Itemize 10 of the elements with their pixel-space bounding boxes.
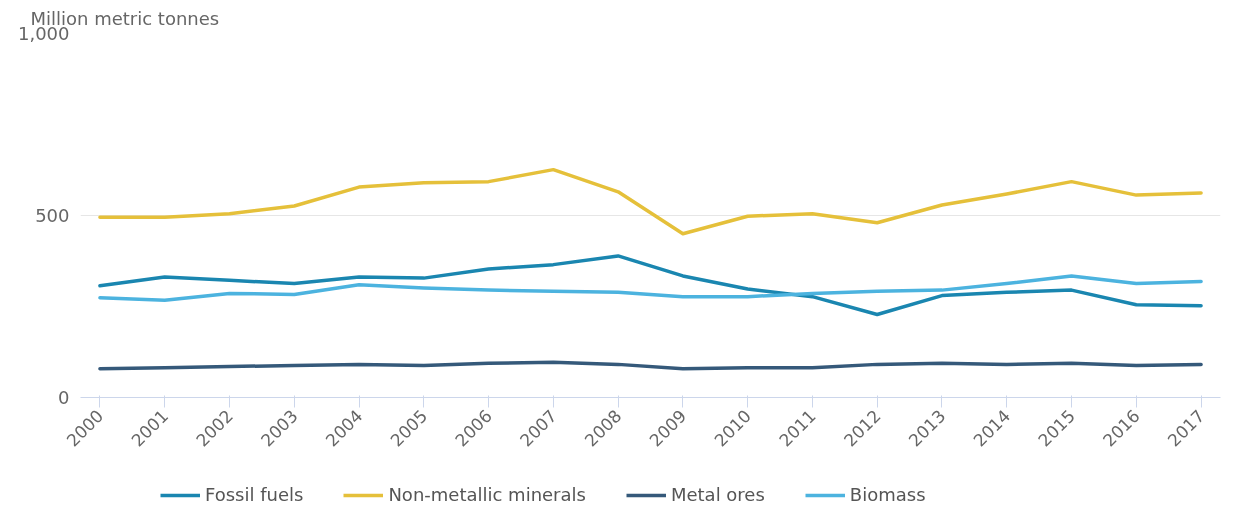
line-series: [98, 254, 1203, 317]
line-series: [98, 360, 1203, 371]
line-series: [98, 167, 1203, 236]
legend-label: Fossil fuels: [205, 484, 304, 505]
legend-label: Non-metallic minerals: [388, 484, 586, 505]
legend-label: Biomass: [849, 484, 926, 505]
line-series: [98, 274, 1203, 303]
y-tick-label: 500: [35, 205, 70, 226]
legend-label: Metal ores: [670, 484, 765, 505]
y-tick-label: 0: [58, 387, 70, 408]
